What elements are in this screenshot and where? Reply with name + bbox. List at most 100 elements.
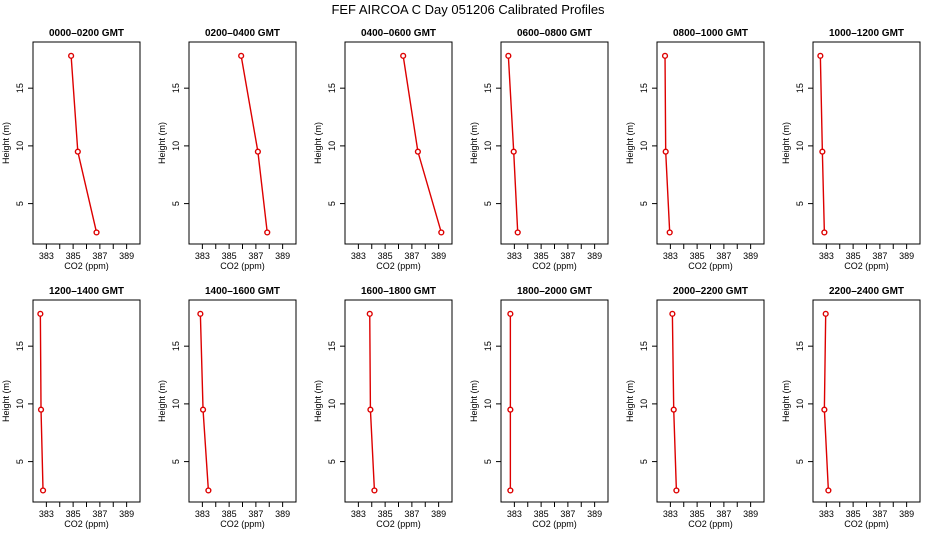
x-axis-label: CO2 (ppm)	[376, 261, 421, 271]
data-point	[669, 310, 676, 317]
data-point	[366, 310, 373, 317]
profile-panel: 1600–1800 GMT 383 385 387 389 5 10 15 CO2 (ppm) H…	[313, 286, 453, 529]
x-tick-label: 383	[351, 251, 366, 261]
x-tick-label: 389	[431, 509, 446, 519]
y-tick-label: 10	[15, 399, 25, 409]
profile-panel: 1200–1400 GMT 383 385 387 389 5 10 15 CO2 (ppm) H…	[1, 286, 141, 529]
profile-panel: 1400–1600 GMT 383 385 387 389 5 10 15 CO2 (ppm) H…	[157, 286, 297, 529]
x-tick-label: 385	[66, 509, 81, 519]
x-tick-label: 385	[690, 251, 705, 261]
x-axis-label: CO2 (ppm)	[220, 261, 265, 271]
x-tick-label: 385	[378, 509, 393, 519]
y-tick-label: 15	[171, 341, 181, 351]
data-point	[673, 487, 680, 494]
y-tick-label: 5	[15, 201, 25, 206]
data-point	[507, 406, 514, 413]
y-tick-label: 15	[795, 341, 805, 351]
series-line	[507, 55, 519, 233]
panel-title: 0600–0800 GMT	[517, 28, 592, 39]
profile-panel: 2200–2400 GMT 383 385 387 389 5 10 15 CO2 (ppm) H…	[781, 286, 921, 529]
data-point	[661, 52, 669, 59]
x-tick-label: 389	[431, 251, 446, 261]
panel-title: 1800–2000 GMT	[517, 286, 592, 297]
y-tick-label: 15	[639, 83, 649, 93]
series-line	[240, 55, 268, 233]
x-tick-label: 387	[248, 509, 263, 519]
plot-frame	[500, 299, 609, 503]
x-tick-label: 383	[39, 509, 54, 519]
data-point	[371, 487, 378, 494]
y-axis-label: Height (m)	[1, 380, 11, 422]
profile-panel: 0000–0200 GMT 383 385 387 389 5 10 15 CO2 (ppm) H…	[1, 28, 141, 271]
y-tick-label: 15	[795, 83, 805, 93]
x-tick-label: 385	[534, 251, 549, 261]
data-point	[514, 229, 521, 236]
y-tick-label: 5	[795, 459, 805, 464]
y-tick-label: 10	[327, 399, 337, 409]
x-tick-label: 385	[222, 251, 237, 261]
x-tick-label: 387	[716, 251, 731, 261]
data-point	[414, 148, 421, 155]
profile-panel: 0400–0600 GMT 383 385 387 389 5 10 15 CO2 (ppm) H…	[313, 28, 453, 271]
series-line	[39, 313, 44, 491]
y-tick-label: 15	[15, 341, 25, 351]
plot-frame	[656, 41, 765, 245]
x-tick-label: 383	[507, 509, 522, 519]
series-line	[819, 55, 826, 233]
x-tick-label: 383	[507, 251, 522, 261]
x-tick-label: 387	[92, 509, 107, 519]
data-point	[438, 229, 445, 236]
x-tick-label: 389	[899, 509, 914, 519]
y-axis-label: Height (m)	[313, 122, 323, 164]
x-tick-label: 385	[846, 509, 861, 519]
x-axis-label: CO2 (ppm)	[844, 261, 889, 271]
data-point	[199, 406, 207, 413]
x-tick-label: 389	[587, 509, 602, 519]
x-tick-label: 389	[743, 509, 758, 519]
plot-frame	[32, 299, 141, 503]
x-tick-label: 383	[351, 509, 366, 519]
y-tick-label: 5	[483, 201, 493, 206]
profile-panel: 0600–0800 GMT 383 385 387 389 5 10 15 CO2 (ppm) H…	[469, 28, 609, 271]
x-tick-label: 389	[587, 251, 602, 261]
series-line	[664, 55, 671, 233]
panel-title: 0800–1000 GMT	[673, 28, 748, 39]
x-axis-label: CO2 (ppm)	[844, 519, 889, 529]
y-tick-label: 5	[327, 459, 337, 464]
x-tick-label: 385	[66, 251, 81, 261]
y-tick-label: 10	[171, 141, 181, 151]
x-tick-label: 389	[275, 251, 290, 261]
y-axis-label: Height (m)	[625, 122, 635, 164]
x-axis-label: CO2 (ppm)	[688, 519, 733, 529]
x-tick-label: 389	[743, 251, 758, 261]
data-point	[238, 52, 245, 59]
y-tick-label: 10	[15, 141, 25, 151]
x-tick-label: 387	[872, 251, 887, 261]
data-point	[254, 148, 261, 155]
data-point	[822, 310, 829, 317]
panel-title: 1400–1600 GMT	[205, 286, 280, 297]
x-tick-label: 383	[663, 251, 678, 261]
y-axis-label: Height (m)	[1, 122, 11, 164]
panel-title: 0400–0600 GMT	[361, 28, 436, 39]
x-tick-label: 387	[404, 509, 419, 519]
y-tick-label: 5	[483, 459, 493, 464]
y-tick-label: 15	[15, 83, 25, 93]
panel-title: 0200–0400 GMT	[205, 28, 280, 39]
y-tick-label: 5	[795, 201, 805, 206]
x-axis-label: CO2 (ppm)	[688, 261, 733, 271]
panel-title: 1200–1400 GMT	[49, 286, 124, 297]
x-axis-label: CO2 (ppm)	[532, 261, 577, 271]
y-tick-label: 5	[327, 201, 337, 206]
panel-title: 2000–2200 GMT	[673, 286, 748, 297]
x-tick-label: 389	[899, 251, 914, 261]
profile-panel: 2000–2200 GMT 383 385 387 389 5 10 15 CO2 (ppm) H…	[625, 286, 765, 529]
panel-title: 1000–1200 GMT	[829, 28, 904, 39]
data-point	[662, 148, 669, 155]
data-point	[74, 148, 81, 155]
x-tick-label: 385	[378, 251, 393, 261]
x-tick-label: 383	[819, 251, 834, 261]
panel-title: 2200–2400 GMT	[829, 286, 904, 297]
plot-frame	[812, 41, 921, 245]
x-tick-label: 389	[119, 251, 134, 261]
